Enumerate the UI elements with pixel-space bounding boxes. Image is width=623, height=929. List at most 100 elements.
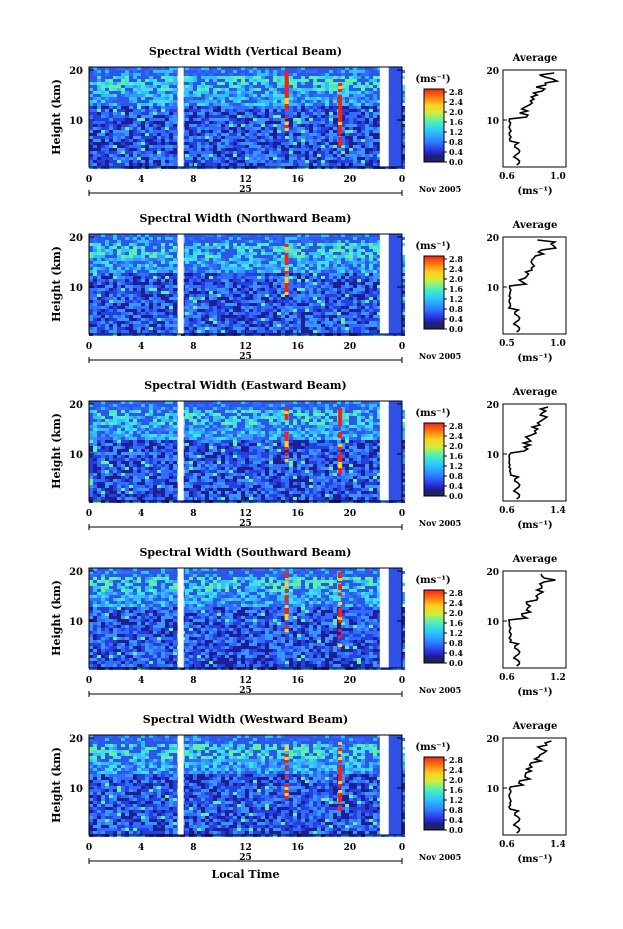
colorbar-tick-label: 2.8 [449, 755, 463, 765]
average-profile-line [507, 573, 556, 667]
colorbar-tick-label: 1.2 [449, 628, 463, 638]
colorbar-tick-label: 2.4 [449, 431, 463, 441]
average-y-tick-label: 20 [486, 234, 499, 244]
colorbar-tick-label: 2.4 [449, 598, 463, 608]
average-x-tick-label: 1.0 [550, 172, 566, 182]
colorbar-tick-label: 1.6 [449, 618, 463, 628]
x-tick-label: 0 [86, 509, 92, 519]
data-tail [388, 568, 402, 668]
colorbar-unit: (ms⁻¹) [415, 408, 450, 419]
x-tick-label: 20 [344, 175, 357, 185]
colorbar-tick-label: 0.8 [449, 471, 463, 481]
x-tick-label: 12 [239, 175, 252, 185]
colorbar-tick-label: 2.8 [449, 254, 463, 264]
month-label: Nov 2005 [419, 184, 461, 194]
x-axis: 0 4 8 12 16 20 0 [86, 664, 405, 686]
average-x-tick-label: 1.2 [550, 673, 566, 683]
average-y-tick-label: 20 [486, 401, 499, 411]
average-panel: Average 20 10 0.6 1.2 (ms⁻¹) [486, 554, 567, 698]
x-tick-label: 16 [291, 509, 304, 519]
colorbar-unit: (ms⁻¹) [415, 74, 450, 85]
x-tick-label: 0 [399, 509, 405, 519]
colorbar-tick-label: 2.8 [449, 87, 463, 97]
colorbar-tick-label: 0.4 [449, 314, 463, 324]
colorbar-tick-label: 2.0 [449, 441, 463, 451]
average-x-tick-label: 1.4 [550, 840, 566, 850]
y-tick-label: 20 [69, 734, 83, 745]
x-tick-label: 8 [190, 175, 196, 185]
x-tick-label: 0 [399, 342, 405, 352]
y-tick-label: 10 [69, 283, 83, 294]
x-tick-label: 0 [399, 843, 405, 853]
data-tail [388, 735, 402, 835]
y-tick-label: 10 [69, 116, 83, 127]
colorbar-tick-label: 1.6 [449, 451, 463, 461]
x-tick-label: 4 [138, 342, 144, 352]
x-tick-label: 16 [291, 342, 304, 352]
average-frame [502, 69, 567, 168]
colorbar-tick-label: 2.4 [449, 264, 463, 274]
average-x-axis-label: (ms⁻¹) [517, 520, 552, 531]
average-y-tick-label: 10 [486, 284, 499, 294]
x-tick-label: 12 [239, 509, 252, 519]
colorbar-tick-label: 0.0 [449, 658, 463, 668]
date-label: 25 [239, 686, 252, 696]
y-tick-label: 10 [69, 617, 83, 628]
x-axis: 0 4 8 12 16 20 0 [86, 330, 405, 352]
average-frame [502, 236, 567, 335]
average-x-tick-label: 0.6 [499, 673, 515, 683]
month-label: Nov 2005 [419, 685, 461, 695]
x-tick-label: 8 [190, 843, 196, 853]
colorbar: (ms⁻¹) 0.00.40.81.21.62.02.42.8 [415, 241, 463, 334]
panel-title: Spectral Width (Eastward Beam) [144, 379, 346, 392]
colorbar-tick-label: 0.4 [449, 147, 463, 157]
x-tick-label: 8 [190, 509, 196, 519]
x-tick-label: 4 [138, 676, 144, 686]
colorbar-base [424, 157, 444, 162]
average-y-tick-label: 10 [486, 785, 499, 795]
average-y-tick-label: 20 [486, 735, 499, 745]
colorbar-tick-label: 2.4 [449, 97, 463, 107]
data-gap [177, 234, 184, 334]
x-tick-label: 20 [344, 676, 357, 686]
colorbar-unit: (ms⁻¹) [415, 575, 450, 586]
heatmap-field [89, 67, 405, 169]
x-tick-label: 0 [86, 676, 92, 686]
x-tick-label: 8 [190, 342, 196, 352]
heatmap-field [89, 234, 405, 336]
panel-title: Spectral Width (Northward Beam) [140, 212, 352, 225]
heatmap-field [89, 401, 405, 503]
data-gap [177, 568, 184, 668]
average-panel: Average 20 10 0.6 1.4 (ms⁻¹) [486, 387, 567, 531]
y-tick-label: 20 [69, 567, 83, 578]
y-axis-label: Height (km) [50, 747, 63, 823]
x-tick-label: 12 [239, 342, 252, 352]
colorbar-gradient [424, 757, 444, 825]
x-tick-label: 20 [344, 843, 357, 853]
x-tick-label: 12 [239, 676, 252, 686]
average-x-axis-label: (ms⁻¹) [517, 186, 552, 197]
colorbar-tick-label: 0.8 [449, 304, 463, 314]
x-tick-label: 4 [138, 175, 144, 185]
y-tick-label: 20 [69, 66, 83, 77]
panel-0: Spectral Width (Vertical Beam)2010Height… [50, 45, 567, 197]
colorbar-tick-label: 2.8 [449, 421, 463, 431]
colorbar-gradient [424, 423, 444, 491]
x-tick-label: 16 [291, 843, 304, 853]
colorbar-gradient [424, 590, 444, 658]
colorbar-tick-label: 2.4 [449, 765, 463, 775]
data-tail [388, 401, 402, 501]
colorbar-tick-label: 0.4 [449, 648, 463, 658]
colorbar: (ms⁻¹) 0.00.40.81.21.62.02.42.8 [415, 408, 463, 501]
y-axis-label: Height (km) [50, 246, 63, 322]
data-gap [177, 401, 184, 501]
heatmap-field [89, 568, 405, 670]
x-tick-label: 16 [291, 676, 304, 686]
colorbar: (ms⁻¹) 0.00.40.81.21.62.02.42.8 [415, 74, 463, 167]
colorbar-tick-label: 2.0 [449, 107, 463, 117]
x-tick-label: 20 [344, 342, 357, 352]
